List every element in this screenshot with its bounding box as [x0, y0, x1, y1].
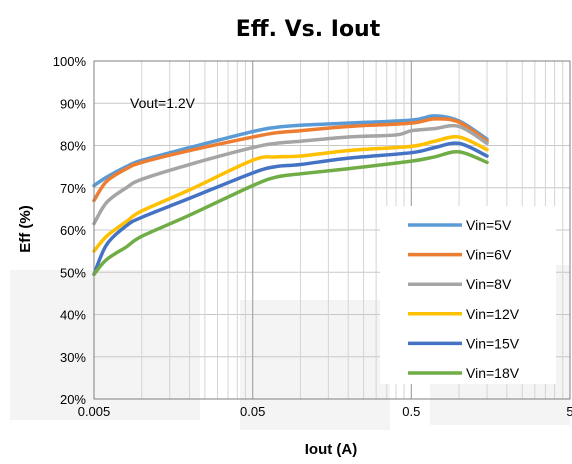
tick-labels: 0.005 0.05 0.5 5 20% 30% 40% 50% 60% 70% 80% 90% 100… — [53, 54, 572, 419]
series-line-vin-12v — [92, 135, 489, 253]
y-axis-title: Eff (%) — [17, 205, 34, 253]
series-line-vin-18v — [92, 149, 489, 277]
plot-frame — [93, 60, 571, 400]
legend-label: Vin=15V — [466, 335, 520, 351]
y-tick-label: 60% — [60, 223, 86, 238]
x-tick-label: 5 — [566, 404, 572, 419]
annotation-vout: Vout=1.2V — [130, 95, 196, 111]
chart-title: Eff. Vs. Iout — [236, 17, 381, 42]
legend-box — [380, 206, 556, 384]
series-line-vin-8v — [92, 123, 489, 226]
x-axis-title: Iout (A) — [305, 441, 357, 458]
watermark-block — [240, 300, 390, 430]
y-tick-label: 100% — [53, 54, 87, 69]
x-tick-label: 0.05 — [240, 404, 265, 419]
y-tick-label: 30% — [60, 350, 86, 365]
series-lines — [92, 114, 489, 277]
x-tick-label: 0.5 — [402, 404, 420, 419]
y-tick-label: 90% — [60, 96, 86, 111]
y-tick-label: 20% — [60, 392, 86, 407]
x-tick-label: 0.005 — [78, 404, 111, 419]
series-line-vin-5v — [92, 114, 489, 188]
watermark-block — [10, 270, 200, 420]
legend: Vin=5V Vin=6V Vin=8V Vin=12V Vin=15V Vin=18V — [380, 206, 556, 384]
y-tick-label: 40% — [60, 308, 86, 323]
series-line-vin-6v — [92, 117, 489, 203]
legend-label: Vin=6V — [466, 247, 512, 263]
y-tick-label: 80% — [60, 139, 86, 154]
y-tick-label: 70% — [60, 181, 86, 196]
y-tick-label: 50% — [60, 265, 86, 280]
legend-label: Vin=12V — [466, 306, 520, 322]
legend-label: Vin=5V — [466, 217, 512, 233]
legend-label: Vin=8V — [466, 276, 512, 292]
series-line-vin-15v — [92, 141, 489, 277]
legend-label: Vin=18V — [466, 365, 520, 381]
